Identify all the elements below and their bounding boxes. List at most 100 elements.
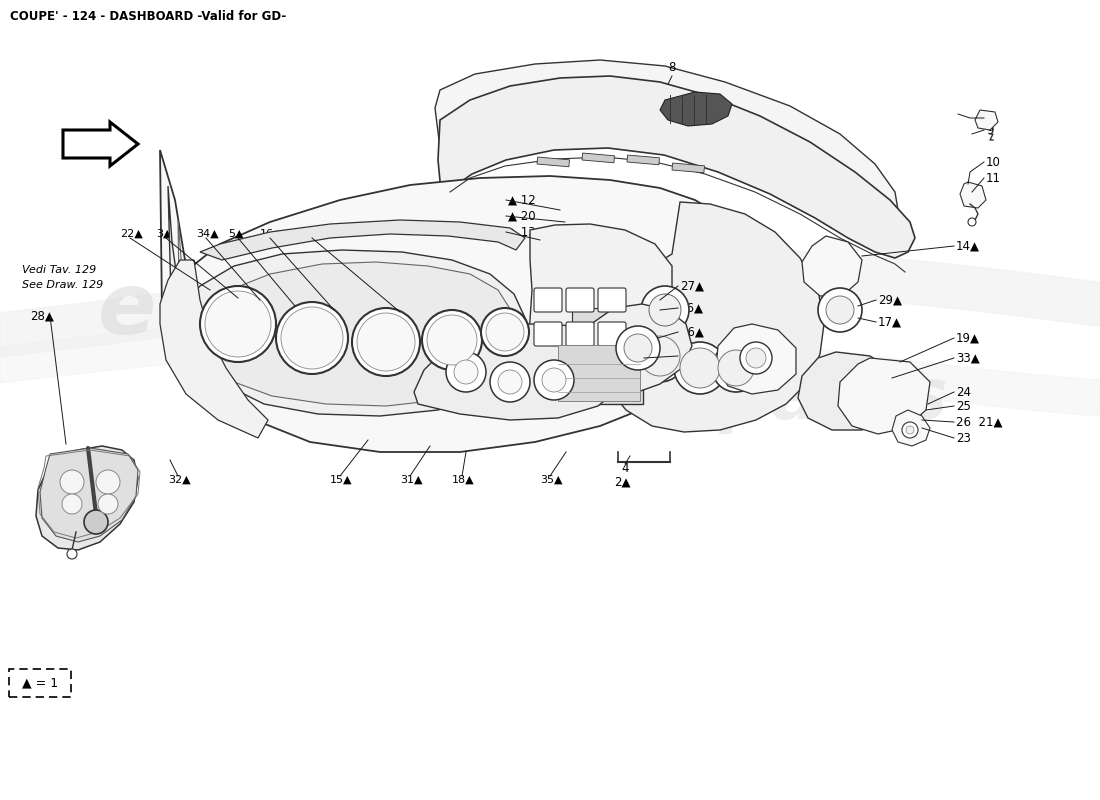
Circle shape xyxy=(718,350,754,386)
Text: 18▲: 18▲ xyxy=(452,475,474,485)
Polygon shape xyxy=(160,260,268,438)
Circle shape xyxy=(446,352,486,392)
Bar xyxy=(558,345,640,401)
Text: 6▲: 6▲ xyxy=(680,350,696,362)
Bar xyxy=(627,155,660,165)
Polygon shape xyxy=(438,76,915,258)
Text: 11: 11 xyxy=(986,171,1001,185)
FancyBboxPatch shape xyxy=(598,322,626,346)
Polygon shape xyxy=(63,122,138,166)
Polygon shape xyxy=(200,220,525,260)
FancyBboxPatch shape xyxy=(534,322,562,346)
Polygon shape xyxy=(40,448,138,542)
Polygon shape xyxy=(528,224,672,368)
Bar xyxy=(556,342,644,404)
Text: 2▲: 2▲ xyxy=(614,475,630,489)
FancyBboxPatch shape xyxy=(566,322,594,346)
Circle shape xyxy=(712,344,760,392)
Circle shape xyxy=(352,308,420,376)
Polygon shape xyxy=(160,150,750,452)
Polygon shape xyxy=(716,324,796,394)
Text: ▲ = 1: ▲ = 1 xyxy=(22,677,58,690)
Text: 24: 24 xyxy=(956,386,971,398)
Text: eurospares: eurospares xyxy=(98,269,642,351)
Text: eurospares: eurospares xyxy=(492,366,948,434)
Circle shape xyxy=(740,342,772,374)
Polygon shape xyxy=(802,236,862,296)
Circle shape xyxy=(968,218,976,226)
Circle shape xyxy=(98,494,118,514)
FancyBboxPatch shape xyxy=(534,288,562,312)
Circle shape xyxy=(62,494,82,514)
Text: 9: 9 xyxy=(986,123,993,137)
Circle shape xyxy=(84,510,108,534)
Text: 31▲: 31▲ xyxy=(400,475,422,485)
Polygon shape xyxy=(798,352,900,430)
Polygon shape xyxy=(838,358,930,434)
Circle shape xyxy=(200,286,276,362)
Text: Vedi Tav. 129: Vedi Tav. 129 xyxy=(22,265,97,275)
Circle shape xyxy=(96,470,120,494)
Circle shape xyxy=(454,360,478,384)
Circle shape xyxy=(641,286,689,334)
Text: 5▲: 5▲ xyxy=(228,229,243,239)
Bar xyxy=(572,308,624,342)
Text: 3▲: 3▲ xyxy=(156,229,172,239)
Text: 16▲: 16▲ xyxy=(260,229,283,239)
Text: 33▲: 33▲ xyxy=(956,351,980,365)
Text: 17▲: 17▲ xyxy=(878,315,902,329)
Text: 10: 10 xyxy=(986,155,1001,169)
Circle shape xyxy=(634,330,686,382)
Circle shape xyxy=(481,308,529,356)
Circle shape xyxy=(358,313,415,371)
Circle shape xyxy=(680,348,720,388)
Text: 30▲: 30▲ xyxy=(302,229,324,239)
Polygon shape xyxy=(975,110,998,130)
Circle shape xyxy=(498,370,522,394)
Text: 27▲: 27▲ xyxy=(680,279,704,293)
FancyBboxPatch shape xyxy=(566,288,594,312)
FancyBboxPatch shape xyxy=(9,669,72,697)
Polygon shape xyxy=(414,324,628,420)
Text: 16▲: 16▲ xyxy=(680,302,704,314)
Text: 4: 4 xyxy=(621,462,629,474)
Circle shape xyxy=(826,296,854,324)
Polygon shape xyxy=(660,92,732,126)
Circle shape xyxy=(422,310,482,370)
Circle shape xyxy=(640,336,680,376)
Circle shape xyxy=(486,313,524,351)
Text: 26  21▲: 26 21▲ xyxy=(956,415,1002,429)
Polygon shape xyxy=(178,220,514,406)
Circle shape xyxy=(906,426,914,434)
Polygon shape xyxy=(586,304,692,396)
Text: COUPE' - 124 - DASHBOARD -Valid for GD-: COUPE' - 124 - DASHBOARD -Valid for GD- xyxy=(10,10,286,23)
Circle shape xyxy=(276,302,348,374)
Text: 34▲: 34▲ xyxy=(196,229,219,239)
Bar xyxy=(537,157,570,166)
Text: 7: 7 xyxy=(986,111,993,125)
Polygon shape xyxy=(960,182,986,208)
Circle shape xyxy=(67,549,77,559)
Text: ▲ 20: ▲ 20 xyxy=(508,210,536,222)
Text: 23: 23 xyxy=(956,431,971,445)
Bar xyxy=(582,153,615,162)
Text: 29▲: 29▲ xyxy=(878,294,902,306)
Text: 19▲: 19▲ xyxy=(956,331,980,345)
Circle shape xyxy=(534,360,574,400)
Text: 14▲: 14▲ xyxy=(956,239,980,253)
Text: 36▲: 36▲ xyxy=(680,326,704,338)
Text: 22▲: 22▲ xyxy=(120,229,143,239)
Circle shape xyxy=(205,291,271,357)
Bar xyxy=(672,163,704,173)
Circle shape xyxy=(427,315,477,365)
Circle shape xyxy=(649,294,681,326)
Text: 8: 8 xyxy=(669,61,675,74)
Text: See Draw. 129: See Draw. 129 xyxy=(22,280,103,290)
Text: 28▲: 28▲ xyxy=(30,310,54,322)
Text: ▲ 13: ▲ 13 xyxy=(508,226,536,238)
Circle shape xyxy=(902,422,918,438)
Text: 35▲: 35▲ xyxy=(540,475,562,485)
Text: ▲ 12: ▲ 12 xyxy=(508,194,536,206)
Polygon shape xyxy=(434,60,898,226)
Polygon shape xyxy=(600,202,824,432)
